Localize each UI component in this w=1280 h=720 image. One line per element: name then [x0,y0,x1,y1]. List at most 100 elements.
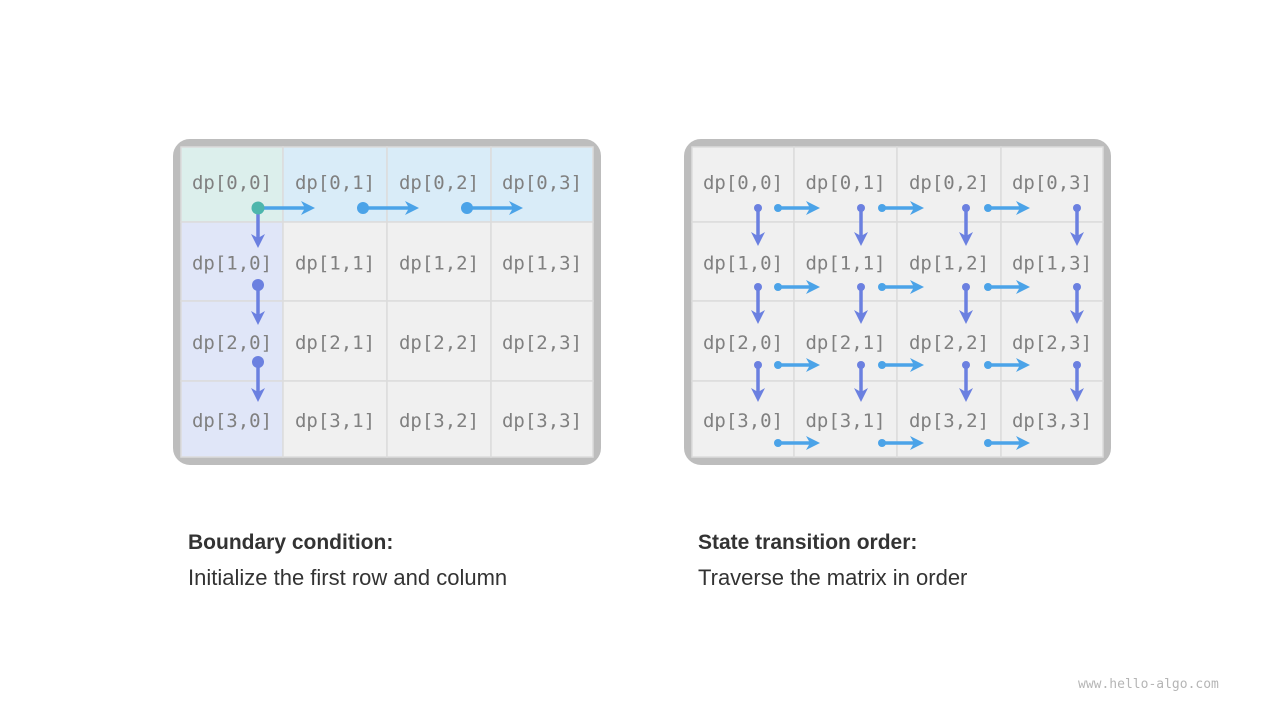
right-h-arrow-head [806,201,820,215]
right-h-arrow-head [1016,280,1030,294]
left-grid: dp[0,0] dp[0,1] dp[0,2] dp[0,3] dp[1,0] dp[1,… [173,139,601,465]
left-cell [180,380,284,458]
right-v-arrow [751,204,765,246]
right-h-arrow-dot [878,283,886,291]
right-v-arrow-dot [962,361,970,369]
left-cell-label: dp[1,1] [295,253,375,275]
right-v-arrow [751,361,765,402]
right-cell-label: dp[2,0] [703,332,783,354]
right-v-arrow-dot [1073,361,1081,369]
left-v-arrow-head [251,234,265,248]
right-caption-title: State transition order: [698,531,918,554]
right-h-arrow-dot [878,439,886,447]
left-cell [490,380,594,458]
right-h-arrow [878,280,924,294]
left-v-arrow [251,356,265,402]
right-v-arrow [751,283,765,324]
right-v-arrow-dot [962,204,970,212]
right-cell-label: dp[0,1] [805,172,885,194]
right-cell-label: dp[2,1] [805,332,885,354]
right-h-arrow-head [910,280,924,294]
left-caption-text: Initialize the first row and column [188,565,508,590]
left-v-arrow-head [251,311,265,325]
left-cell-label: dp[2,0] [192,332,272,354]
right-v-arrow-head [1070,232,1084,246]
right-cell-label: dp[1,2] [909,253,989,275]
left-cell-label: dp[3,3] [502,410,582,432]
right-h-arrow-dot [774,283,782,291]
left-v-arrow [251,279,265,325]
left-h-arrow [357,201,419,215]
right-h-arrow-head [806,436,820,450]
right-cell-label: dp[1,3] [1012,253,1092,275]
right-frame [684,139,1111,465]
right-v-arrow-dot [962,283,970,291]
right-h-arrow-head [806,358,820,372]
origin-dot-icon [251,201,265,215]
right-cell-label: dp[3,1] [805,410,885,432]
right-grid: dp[0,0] dp[0,1] dp[0,2] dp[0,3] dp[1,0] dp[1,… [684,139,1111,465]
right-v-arrow [854,361,868,402]
right-v-arrow-head [854,310,868,324]
right-v-arrow [854,283,868,324]
left-cell [282,221,388,302]
right-h-arrow-dot [984,283,992,291]
right-caption: State transition order: Traverse the mat… [698,531,967,591]
right-h-arrow [774,280,820,294]
right-h-arrow [984,436,1030,450]
left-cell [386,300,492,382]
right-v-arrow [1070,361,1084,402]
left-h-arrow-dot [461,202,473,214]
left-cell-label: dp[0,2] [399,172,479,194]
right-v-arrow-dot [857,204,865,212]
right-cell-label: dp[1,0] [703,253,783,275]
left-v-arrow-dot [252,279,264,291]
left-h-arrow-head [405,201,419,215]
right-v-arrow [854,204,868,246]
right-v-arrow-dot [1073,283,1081,291]
right-h-arrow [878,201,924,215]
left-cell-label: dp[1,3] [502,253,582,275]
right-h-arrow-head [806,280,820,294]
right-h-arrow-head [1016,436,1030,450]
right-v-arrow [1070,283,1084,324]
right-v-arrow-head [854,232,868,246]
left-cell [386,380,492,458]
left-v-arrow-dot [252,356,264,368]
right-v-arrow [959,204,973,246]
right-cell-label: dp[2,3] [1012,332,1092,354]
left-cell [282,300,388,382]
left-h-arrow-head [301,201,315,215]
left-cell-label: dp[3,2] [399,410,479,432]
right-v-arrow-head [751,232,765,246]
right-v-arrow-head [959,310,973,324]
left-cell [282,380,388,458]
left-cell [386,221,492,302]
right-v-arrow [959,283,973,324]
right-h-arrow-dot [774,204,782,212]
left-v-arrow-head [251,388,265,402]
right-h-arrow-head [910,358,924,372]
right-v-arrow-head [959,388,973,402]
right-h-arrow-dot [774,361,782,369]
right-v-arrow-dot [754,361,762,369]
left-cell-label: dp[0,0] [192,172,272,194]
left-cell-label: dp[1,2] [399,253,479,275]
right-v-arrow-dot [857,361,865,369]
right-h-arrow [774,436,820,450]
left-cell [180,300,284,382]
right-h-arrow-dot [878,361,886,369]
right-v-arrow-head [854,388,868,402]
right-h-arrow-dot [984,439,992,447]
left-frame [173,139,601,465]
left-cell [490,300,594,382]
right-h-arrow [774,358,820,372]
right-h-arrow-head [1016,201,1030,215]
right-h-arrow [878,358,924,372]
right-v-arrow-dot [1073,204,1081,212]
left-cell-label: dp[0,3] [502,172,582,194]
right-h-arrow [984,358,1030,372]
right-v-arrow-head [751,388,765,402]
left-h-arrow-head [509,201,523,215]
